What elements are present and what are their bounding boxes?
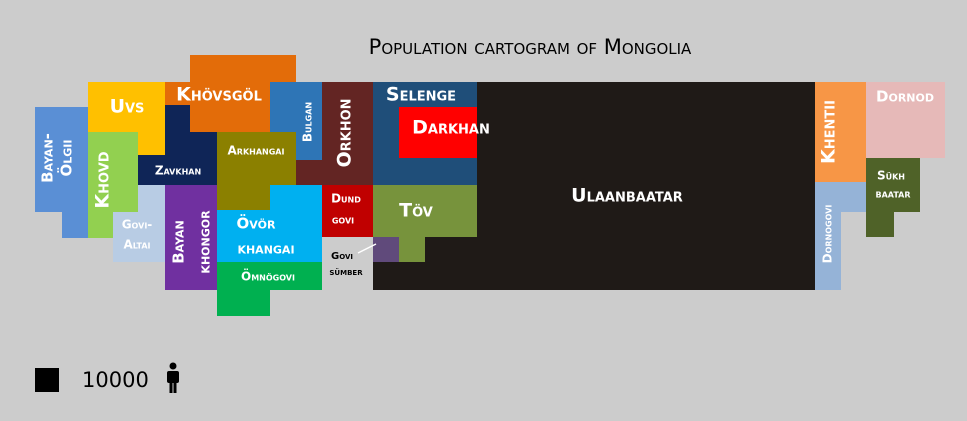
govi-altai: [113, 185, 165, 262]
region-label: khangai: [237, 240, 294, 258]
region-label: Khovd: [92, 151, 114, 208]
orkhon: [296, 82, 373, 185]
uvs: [88, 82, 165, 155]
region-label: Zavkhan: [155, 164, 201, 178]
region-label: baatar: [875, 187, 910, 201]
bayankhongor: [165, 185, 217, 290]
region-label: Dornod: [876, 88, 934, 106]
region-label: Bayan-: [39, 133, 57, 183]
region-label: govi: [332, 213, 354, 227]
region-label: Orkhon: [334, 98, 356, 167]
region-label: Bayan: [170, 220, 188, 264]
tov: [373, 185, 477, 262]
arkhangai: [217, 132, 296, 210]
region-label: Uvs: [110, 96, 145, 118]
bayan-olgii: [35, 107, 88, 238]
region-label: Arkhangai: [228, 144, 285, 158]
region-label: Govi-: [122, 218, 153, 232]
region-label: Sükh: [877, 169, 905, 183]
region-label: sümber: [329, 267, 363, 278]
region-label: Ulaanbaatar: [571, 185, 683, 207]
dornogovi: [815, 182, 866, 290]
region-label: Altai: [123, 238, 150, 252]
map-title: Population cartogram of Mongolia: [369, 35, 692, 59]
ulaanbaatar: [373, 82, 815, 290]
region-label: khongor: [196, 210, 214, 274]
khovd: [88, 132, 138, 238]
region-label: Selenge: [386, 84, 456, 106]
sukhbaatar: [866, 158, 920, 237]
khentii: [815, 82, 866, 182]
region-label: Bulgan: [301, 102, 315, 142]
omnogovi: [217, 262, 322, 316]
govisumber-pointer: [357, 243, 377, 254]
region-label: Govi: [331, 251, 353, 262]
region-label: Khövsgöl: [176, 84, 262, 106]
region-label: Dund: [331, 192, 361, 206]
legend-label: 10000: [82, 368, 149, 392]
region-label: Khentii: [818, 100, 840, 164]
person-icon: [167, 362, 179, 393]
region-label: Darkhan: [412, 117, 490, 139]
zavkhan: [138, 105, 217, 185]
region-label: Övör: [237, 214, 276, 233]
region-label: Töv: [399, 200, 433, 222]
ovorkhangai: [217, 185, 322, 262]
region-label: Dornogovi: [821, 205, 835, 264]
bulgan: [270, 82, 322, 160]
dornod: [866, 82, 945, 158]
region-label: Ömnögovi: [241, 269, 295, 284]
govisumber: [373, 237, 399, 262]
dundgovi: [322, 185, 373, 237]
legend-swatch: [35, 368, 59, 392]
region-label: Ölgii: [57, 140, 76, 177]
khovsgol: [165, 55, 296, 132]
